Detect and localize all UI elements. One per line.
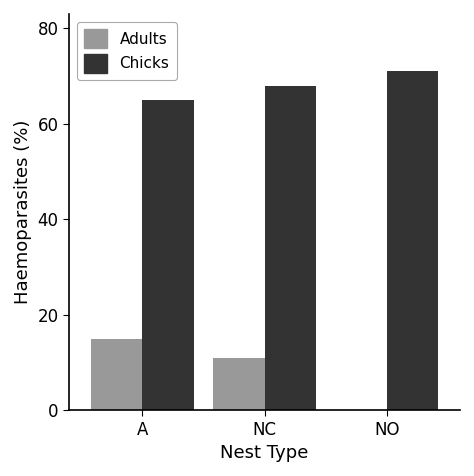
Legend: Adults, Chicks: Adults, Chicks (77, 21, 177, 80)
Y-axis label: Haemoparasites (%): Haemoparasites (%) (14, 120, 32, 304)
X-axis label: Nest Type: Nest Type (220, 444, 309, 462)
Bar (387, 71, 438, 410)
Bar (264, 86, 316, 410)
Bar (213, 357, 264, 410)
Bar (142, 100, 194, 410)
Bar (91, 338, 142, 410)
